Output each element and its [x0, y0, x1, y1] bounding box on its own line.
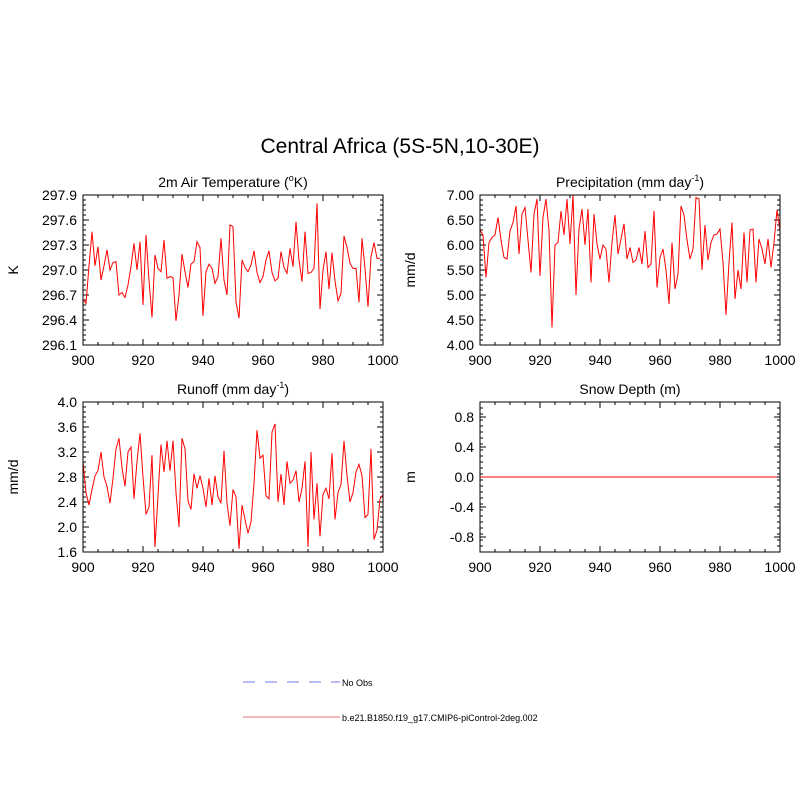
x-tick-label: 920	[131, 559, 155, 575]
y-tick-label: 5.50	[447, 262, 474, 278]
panel-title-temperature: 2m Air Temperature (oK)	[158, 173, 307, 190]
x-tick-label: 940	[588, 559, 612, 575]
x-tick-label: 980	[708, 352, 732, 368]
x-tick-label: 980	[311, 559, 335, 575]
legend: No Obs b.e21.B1850.f19_g17.CMIP6-piContro…	[243, 678, 538, 723]
y-tick-label: 296.1	[42, 337, 77, 353]
x-tick-label: 980	[311, 352, 335, 368]
x-tick-label: 960	[648, 352, 672, 368]
plot-frame-runoff	[82, 401, 384, 553]
panel-title-precipitation: Precipitation (mm day-1)	[556, 173, 704, 190]
y-tick-label: 2.4	[58, 494, 78, 510]
figure-title: Central Africa (5S-5N,10-30E)	[261, 135, 540, 158]
y-tick-label: 1.6	[58, 544, 78, 560]
y-axis-label-snow-depth: m	[402, 471, 418, 483]
y-tick-label: -0.4	[450, 499, 474, 515]
legend-label-0: No Obs	[342, 678, 373, 688]
panel-title-snow-depth: Snow Depth (m)	[579, 381, 680, 397]
y-tick-label: 297.0	[42, 262, 77, 278]
x-tick-label: 980	[708, 559, 732, 575]
panel-title-runoff: Runoff (mm day-1)	[177, 380, 289, 397]
y-tick-label: 297.6	[42, 212, 77, 228]
y-tick-label: 296.7	[42, 287, 77, 303]
x-tick-label: 900	[71, 559, 95, 575]
y-tick-label: 3.6	[58, 419, 78, 435]
legend-label-1: b.e21.B1850.f19_g17.CMIP6-piControl-2deg…	[342, 713, 538, 723]
x-tick-label: 900	[468, 352, 492, 368]
x-tick-label: 960	[648, 559, 672, 575]
x-tick-label: 920	[528, 559, 552, 575]
y-tick-label: 4.00	[447, 337, 474, 353]
y-axis-label-runoff: mm/d	[5, 460, 21, 495]
x-tick-label: 940	[191, 352, 215, 368]
x-tick-label: 900	[468, 559, 492, 575]
panel-snow-depth: Snow Depth (m) m 900 920 940 960 980 1000 -0.8 -0…	[402, 381, 796, 575]
y-tick-label: 7.00	[447, 187, 474, 203]
y-tick-label: 0.8	[455, 409, 475, 425]
series-line-runoff	[82, 423, 384, 549]
plot-frame-precipitation	[479, 194, 781, 346]
y-tick-label: 4.50	[447, 312, 474, 328]
plot-frame-temperature	[82, 194, 384, 346]
x-tick-label: 960	[251, 559, 275, 575]
y-tick-label: 297.9	[42, 187, 77, 203]
y-tick-label: 2.0	[58, 519, 78, 535]
x-tick-label: 1000	[764, 559, 795, 575]
y-tick-label: -0.8	[450, 529, 474, 545]
x-tick-label: 940	[588, 352, 612, 368]
x-tick-label: 1000	[367, 559, 398, 575]
x-tick-label: 1000	[367, 352, 398, 368]
y-axis-label-temperature: K	[5, 265, 21, 275]
y-tick-label: 0.0	[455, 469, 475, 485]
y-tick-label: 297.3	[42, 237, 77, 253]
y-axis-label-precipitation: mm/d	[402, 253, 418, 288]
y-tick-label: 296.4	[42, 312, 77, 328]
y-tick-label: 5.00	[447, 287, 474, 303]
panel-precipitation: Precipitation (mm day-1) mm/d 900 920 940 960…	[402, 173, 796, 368]
panel-runoff: Runoff (mm day-1) mm/d 900 920 940 960 980 1000…	[5, 380, 399, 575]
x-tick-label: 920	[528, 352, 552, 368]
series-line-precipitation	[479, 194, 781, 328]
x-tick-label: 1000	[764, 352, 795, 368]
x-tick-label: 940	[191, 559, 215, 575]
y-tick-label: 2.8	[58, 469, 78, 485]
y-tick-label: 4.0	[58, 394, 78, 410]
x-tick-label: 960	[251, 352, 275, 368]
plot-frame-snow-depth	[479, 401, 781, 553]
y-tick-label: 3.2	[58, 444, 78, 460]
x-tick-label: 920	[131, 352, 155, 368]
panel-temperature: 2m Air Temperature (oK) K 900 920 940 960 980 1…	[5, 173, 399, 368]
y-tick-label: 6.50	[447, 212, 474, 228]
y-tick-label: 6.00	[447, 237, 474, 253]
series-line-temperature	[82, 203, 380, 321]
x-tick-label: 900	[71, 352, 95, 368]
y-tick-label: 0.4	[455, 439, 475, 455]
